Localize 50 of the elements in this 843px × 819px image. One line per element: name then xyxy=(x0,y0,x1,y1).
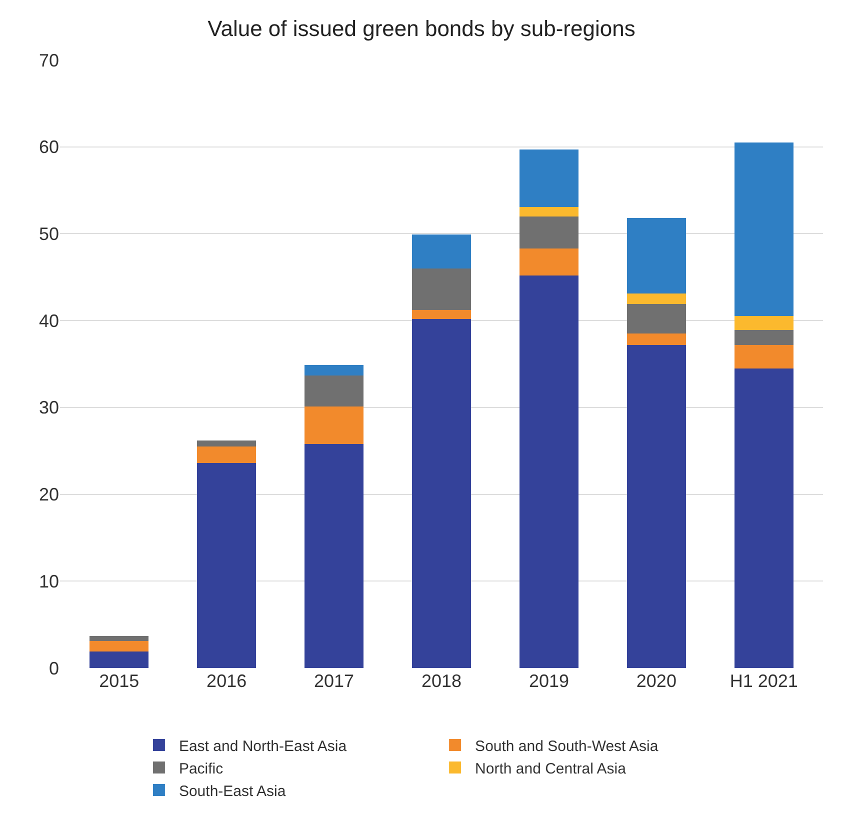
y-tick-label: 0 xyxy=(48,658,59,678)
y-tick-label: 50 xyxy=(38,224,59,244)
x-tick-label: 2015 xyxy=(99,671,140,691)
chart-title: Value of issued green bonds by sub-regions xyxy=(208,16,636,41)
bar xyxy=(626,294,686,304)
x-tick-label: 2019 xyxy=(528,671,569,691)
bar xyxy=(519,206,579,216)
bar xyxy=(412,268,472,310)
legend-label: North and Central Asia xyxy=(475,760,627,778)
bar xyxy=(412,234,472,268)
bar xyxy=(304,406,364,444)
bar xyxy=(304,364,364,376)
legend-label: South and South-West Asia xyxy=(475,738,659,755)
legend-label: East and North-East Asia xyxy=(178,738,348,755)
legend-label: Pacific xyxy=(178,760,224,778)
y-tick-label: 10 xyxy=(38,571,59,592)
bar xyxy=(734,330,794,345)
bar xyxy=(412,318,472,668)
bar xyxy=(519,248,579,276)
bar xyxy=(304,375,364,407)
x-tick-label: 2018 xyxy=(421,671,462,691)
bar xyxy=(519,149,579,207)
bar xyxy=(90,636,149,642)
bar xyxy=(304,444,364,668)
y-tick-label: 70 xyxy=(38,50,59,70)
x-tick-label: H1 2021 xyxy=(730,671,798,691)
y-tick-label: 30 xyxy=(38,398,59,418)
bar xyxy=(519,275,579,668)
bar xyxy=(626,304,686,334)
bar xyxy=(197,463,256,668)
bar xyxy=(626,344,686,668)
bar xyxy=(519,216,579,248)
bar xyxy=(734,142,794,316)
y-tick-label: 60 xyxy=(38,137,59,158)
bar xyxy=(734,344,794,368)
bar xyxy=(197,440,256,447)
bar xyxy=(626,218,686,294)
bar xyxy=(626,334,686,345)
x-tick-label: 2017 xyxy=(314,671,354,691)
y-tick-label: 40 xyxy=(38,310,59,331)
bar xyxy=(734,316,794,330)
bar xyxy=(412,310,472,319)
x-tick-label: 2020 xyxy=(636,671,676,691)
legend-label: South-East Asia xyxy=(178,782,286,800)
bar xyxy=(90,641,149,652)
bar xyxy=(197,446,256,464)
bar xyxy=(734,368,794,668)
x-tick-label: 2016 xyxy=(206,671,247,691)
y-tick-label: 20 xyxy=(38,484,59,505)
bar xyxy=(90,652,149,668)
